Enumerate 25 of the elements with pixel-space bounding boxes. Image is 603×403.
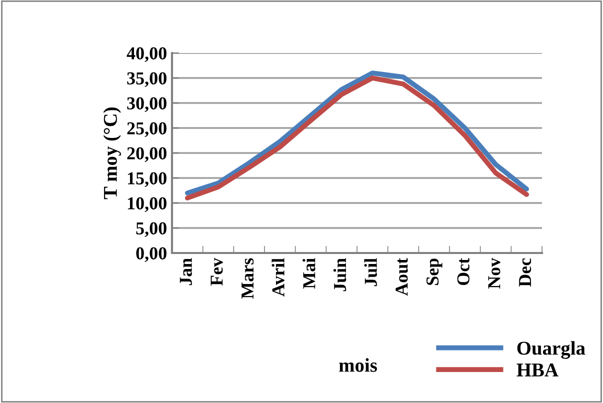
y-tick-label: 5,00 (136, 222, 166, 238)
x-tick-label: Oct (457, 258, 470, 286)
y-tick-label: 15,00 (128, 172, 166, 188)
x-tick-label: Nov (488, 258, 500, 289)
x-tick-label: Avril (272, 258, 284, 296)
y-tick-label: 20,00 (127, 147, 166, 162)
x-tick-label: Sep (426, 258, 442, 285)
x-tick-label: Juin (333, 258, 346, 292)
y-axis-title: T moy (°C) (103, 107, 121, 200)
x-tick-label: Jan (180, 258, 192, 286)
y-tick-label: 30,00 (127, 97, 166, 112)
x-tick-label: Mai (302, 258, 316, 289)
y-tick-label: 10,00 (128, 197, 166, 212)
legend-label: HBA (516, 364, 558, 376)
y-tick-label: 40,00 (126, 47, 166, 62)
y-tick-label: 35,00 (127, 72, 166, 88)
x-axis-title: mois (339, 358, 377, 372)
legend-label: Ouargla (517, 341, 586, 359)
x-tick-label: Fev (210, 258, 223, 286)
x-tick-label: Mars (242, 258, 254, 299)
x-tick-label: Juil (364, 258, 377, 286)
x-tick-label: Dec (519, 258, 532, 287)
y-tick-label: 25,00 (127, 122, 166, 138)
y-tick-label: 0,00 (136, 247, 166, 262)
x-tick-label: Aout (396, 258, 408, 296)
